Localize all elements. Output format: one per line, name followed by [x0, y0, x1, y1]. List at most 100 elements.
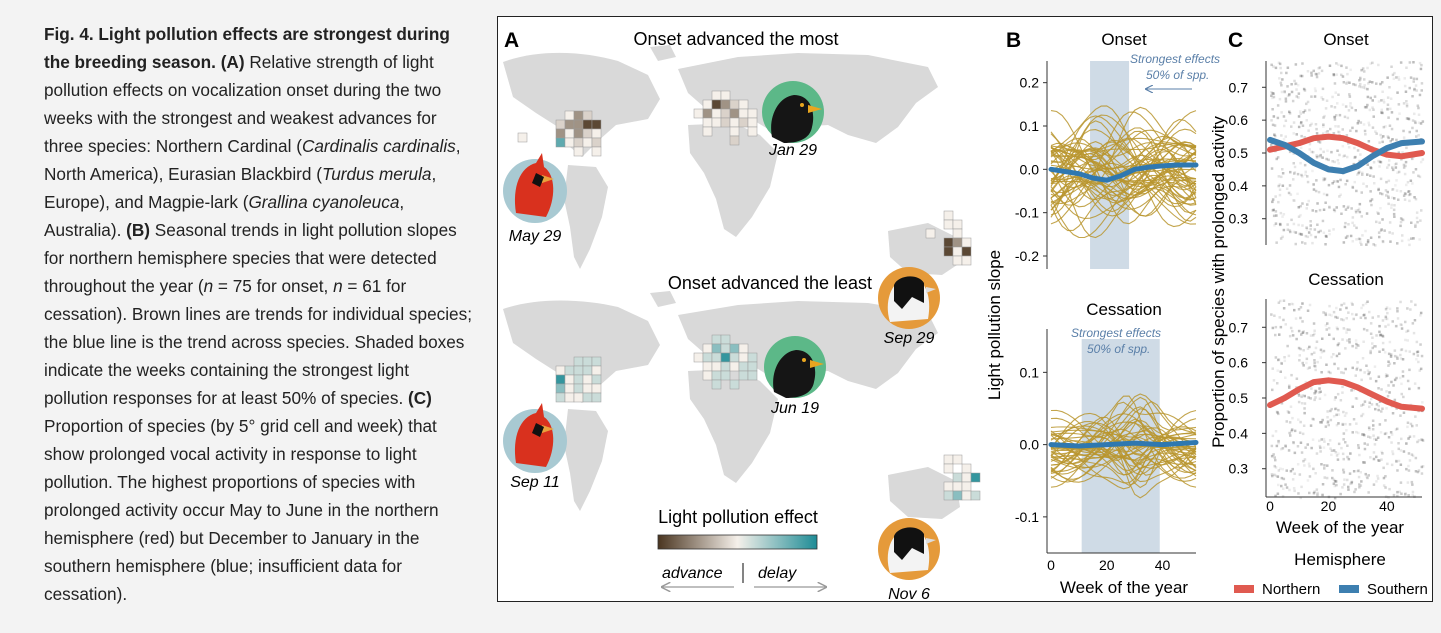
c-cessation-scatter-point — [1316, 493, 1319, 497]
c-onset-scatter-point — [1282, 228, 1286, 232]
c-onset-scatter-point — [1337, 63, 1340, 67]
c-onset-scatter-point — [1346, 155, 1349, 159]
c-onset-scatter-point — [1386, 108, 1389, 111]
grid-cell — [564, 365, 575, 376]
c-cessation-scatter-point — [1319, 348, 1323, 352]
c-cessation-scatter-point — [1323, 476, 1326, 479]
c-cessation-scatter-point — [1410, 300, 1413, 303]
c-onset-scatter-point — [1349, 68, 1352, 72]
c-cessation-scatter-point — [1334, 315, 1337, 319]
c-onset-scatter-point — [1299, 146, 1303, 150]
c-onset-scatter-point — [1403, 84, 1407, 88]
grid-cell — [573, 137, 584, 148]
c-cessation-scatter-point — [1397, 442, 1400, 445]
c-onset-scatter-point — [1395, 179, 1398, 182]
c-cessation-scatter-point — [1399, 323, 1402, 326]
grid-cell — [729, 126, 740, 137]
c-onset-scatter-point — [1296, 172, 1300, 176]
c-onset-scatter-point — [1382, 98, 1385, 102]
panel-a: A Onset advanced the most Onset advanced… — [503, 29, 981, 601]
c-cessation-scatter-point — [1359, 471, 1362, 474]
c-onset-scatter-point — [1275, 157, 1278, 161]
cessation-shade-label-1: Strongest effects — [1071, 326, 1161, 340]
grid-cell — [961, 490, 972, 501]
onset-species-line — [1050, 110, 1197, 188]
c-onset-scatter-point — [1321, 219, 1325, 223]
c-onset-scatter-point — [1342, 81, 1346, 84]
c-cessation-scatter-point — [1320, 421, 1323, 424]
grid-cell — [591, 137, 602, 148]
caption-run: (B) — [126, 220, 151, 240]
c-onset-scatter-point — [1381, 90, 1384, 93]
c-onset-scatter-point — [1311, 241, 1314, 245]
c-cessation-scatter-point — [1369, 436, 1372, 439]
c-cessation-scatter-point — [1386, 374, 1389, 377]
c-onset-scatter-point — [1292, 178, 1295, 181]
c-onset-scatter-point — [1318, 208, 1322, 212]
grid-cell — [720, 370, 731, 381]
c-onset-scatter-point — [1287, 191, 1291, 195]
c-onset-scatter-point — [1272, 214, 1276, 218]
c-cessation-scatter-point — [1399, 348, 1403, 352]
c-onset-scatter-point — [1384, 125, 1387, 128]
c-cessation-scatter-point — [1272, 379, 1276, 382]
c-onset-scatter-point — [1274, 66, 1278, 70]
c-onset-scatter-point — [1349, 129, 1352, 132]
c-cessation-scatter-point — [1276, 369, 1279, 372]
c-onset-scatter-point — [1371, 106, 1374, 109]
grid-cell — [738, 370, 749, 381]
c-onset-scatter-point — [1314, 210, 1318, 213]
c-cessation-y-tick: 0.4 — [1229, 425, 1249, 441]
c-cessation-scatter-point — [1374, 379, 1378, 383]
c-onset-scatter-point — [1271, 209, 1275, 212]
c-cessation-scatter-point — [1411, 483, 1414, 486]
c-cessation-scatter-point — [1342, 327, 1346, 330]
c-onset-scatter-point — [1352, 83, 1355, 86]
c-cessation-scatter-point — [1371, 419, 1375, 422]
c-cessation-scatter-point — [1274, 356, 1278, 359]
c-cessation-scatter-point — [1278, 333, 1281, 336]
c-onset-scatter-point — [1407, 193, 1411, 197]
c-onset-scatter-point — [1306, 203, 1309, 206]
c-onset-scatter-point — [1367, 140, 1371, 143]
c-cessation-scatter-point — [1319, 446, 1322, 450]
grid-cell — [943, 454, 954, 465]
c-cessation-scatter-point — [1284, 445, 1287, 448]
c-onset-scatter-point — [1386, 190, 1389, 194]
c-onset-scatter-point — [1273, 133, 1276, 136]
c-onset-scatter-point — [1353, 156, 1356, 159]
c-cessation-scatter-point — [1299, 441, 1303, 444]
c-onset-scatter-point — [1382, 135, 1385, 138]
c-onset-scatter-point — [1323, 177, 1327, 180]
grid-cell — [582, 137, 593, 148]
c-onset-scatter-point — [1303, 109, 1307, 112]
grid-cell — [952, 237, 963, 248]
c-onset-scatter-point — [1293, 172, 1296, 175]
c-cessation-scatter-point — [1310, 352, 1314, 356]
c-onset-scatter-point — [1292, 230, 1296, 234]
c-cessation-scatter-point — [1327, 443, 1330, 446]
c-cessation-scatter-point — [1360, 378, 1363, 382]
c-cessation-scatter-point — [1306, 443, 1309, 446]
c-cessation-scatter-point — [1341, 452, 1345, 456]
c-cessation-scatter-point — [1337, 442, 1341, 446]
c-onset-scatter-point — [1338, 113, 1342, 117]
c-cessation-scatter-point — [1285, 420, 1288, 423]
c-cessation-scatter-point — [1273, 456, 1276, 459]
c-cessation-scatter-point — [1271, 434, 1275, 438]
c-onset-scatter-point — [1391, 138, 1394, 141]
c-cessation-scatter-point — [1383, 351, 1387, 354]
c-cessation-scatter-point — [1337, 413, 1341, 416]
c-onset-scatter-point — [1335, 73, 1338, 76]
c-onset-scatter-point — [1278, 97, 1282, 101]
c-cessation-scatter-point — [1369, 456, 1372, 459]
c-cessation-scatter-point — [1288, 431, 1291, 435]
c-onset-scatter-point — [1335, 114, 1338, 117]
c-onset-scatter-point — [1407, 117, 1411, 121]
c-cessation-scatter-point — [1381, 319, 1385, 322]
c-onset-scatter-point — [1413, 88, 1416, 92]
c-cessation-scatter-point — [1372, 424, 1375, 427]
c-cessation-scatter-point — [1297, 308, 1301, 311]
c-cessation-scatter-point — [1334, 407, 1338, 410]
caption-run: Turdus merula — [321, 164, 432, 184]
